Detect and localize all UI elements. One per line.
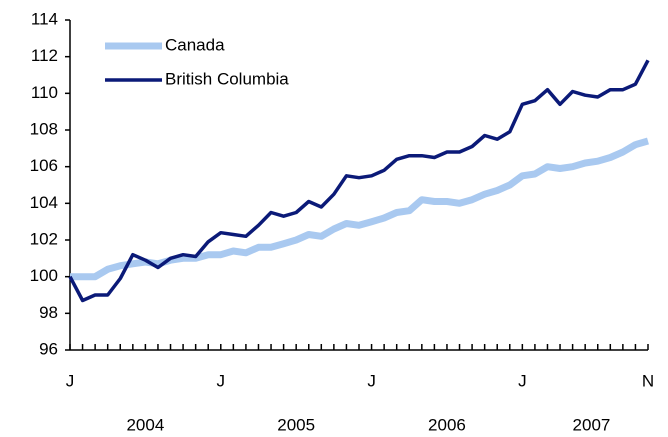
x-tick-label: J — [367, 371, 376, 390]
x-group-label: 2006 — [428, 415, 466, 434]
y-tick-label: 100 — [30, 266, 58, 285]
x-tick-label: J — [217, 371, 226, 390]
y-tick-label: 112 — [31, 46, 58, 65]
legend-label: Canada — [165, 35, 225, 54]
y-tick-label: 108 — [30, 119, 58, 138]
x-tick-label: J — [518, 371, 527, 390]
legend-label: British Columbia — [165, 69, 289, 88]
x-group-label: 2005 — [277, 415, 315, 434]
y-tick-label: 98 — [39, 303, 58, 322]
series-line — [68, 59, 650, 303]
y-tick-label: 102 — [30, 229, 58, 248]
y-tick-label: 114 — [31, 9, 58, 28]
y-tick-label: 96 — [39, 339, 58, 358]
x-group-label: 2004 — [126, 415, 164, 434]
y-tick-label: 106 — [30, 156, 58, 175]
x-tick-label: N — [642, 371, 654, 390]
y-tick-label: 104 — [30, 193, 58, 212]
series-line — [70, 137, 649, 281]
y-tick-label: 110 — [31, 83, 58, 102]
x-tick-label: J — [66, 371, 75, 390]
x-group-label: 2007 — [573, 415, 611, 434]
